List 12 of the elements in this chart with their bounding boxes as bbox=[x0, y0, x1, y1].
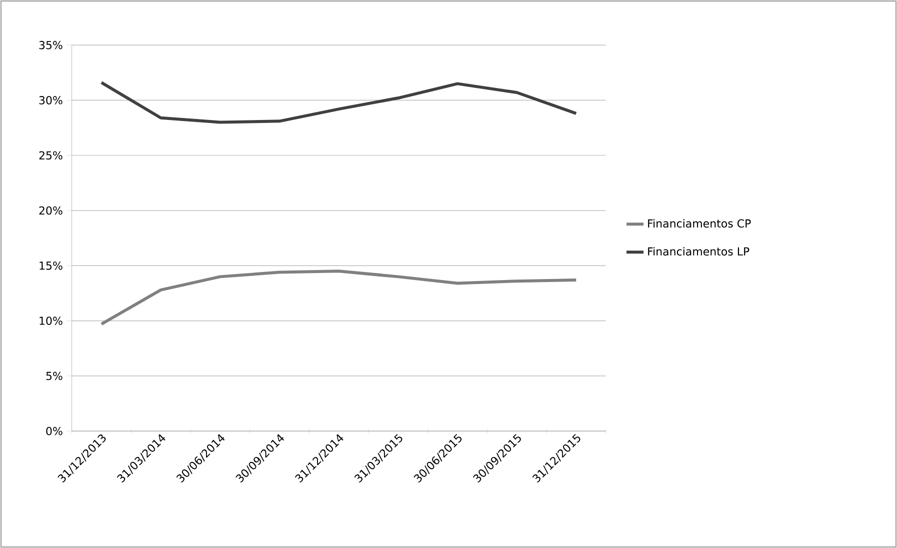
y-tick-label: 0% bbox=[46, 426, 62, 436]
line-series bbox=[100, 270, 578, 326]
y-tick-label: 5% bbox=[46, 372, 62, 380]
line-series bbox=[100, 81, 578, 124]
y-tick-label: 25% bbox=[39, 151, 62, 160]
y-tick-label: 10% bbox=[40, 316, 62, 325]
legend-label: Financiamentos CP bbox=[648, 219, 751, 228]
y-tick-label: 20% bbox=[39, 206, 62, 215]
y-tick-label: 15% bbox=[40, 261, 62, 270]
legend-label: Financiamentos LP bbox=[648, 247, 750, 256]
y-tick-label: 35% bbox=[39, 40, 62, 50]
y-tick-label: 30% bbox=[39, 96, 62, 104]
